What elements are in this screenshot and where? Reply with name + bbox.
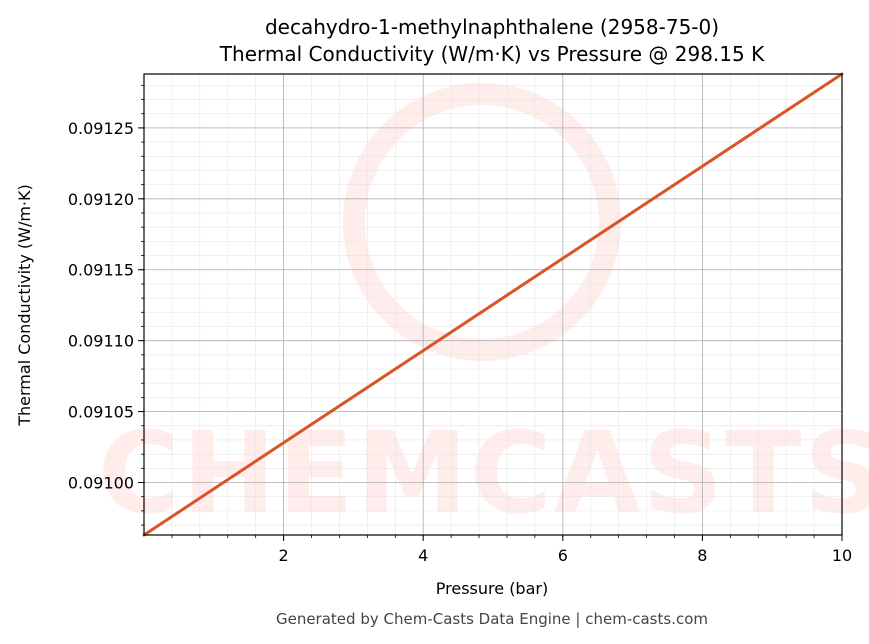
- chemcasts-watermark: CHEMCASTS: [98, 83, 869, 539]
- chart-title: decahydro-1-methylnaphthalene (2958-75-0…: [265, 15, 719, 39]
- series-group: [142, 72, 844, 537]
- chart-subtitle: Thermal Conductivity (W/m·K) vs Pressure…: [219, 42, 765, 66]
- y-axis-label: Thermal Conductivity (W/m·K): [15, 184, 34, 427]
- series-line: [142, 72, 844, 537]
- footer-credit: Generated by Chem-Casts Data Engine | ch…: [276, 610, 708, 628]
- x-axis-ticks: 2 4 6 8 10: [171, 535, 852, 565]
- x-tick-label: 8: [697, 546, 707, 565]
- y-tick-label: 0.09125: [68, 119, 134, 138]
- y-tick-label: 0.09120: [68, 190, 134, 209]
- x-tick-label: 10: [832, 546, 852, 565]
- x-axis-label: Pressure (bar): [436, 579, 548, 598]
- plot-frame: [143, 73, 843, 536]
- x-tick-label: 6: [558, 546, 568, 565]
- y-tick-label: 0.09105: [68, 403, 134, 422]
- y-axis-ticks: 0.09100 0.09105 0.09110 0.09115 0.09120 0.091…: [68, 84, 144, 526]
- y-tick-label: 0.09115: [68, 261, 134, 280]
- x-tick-label: 2: [279, 546, 289, 565]
- watermark-text: CHEMCASTS: [98, 409, 869, 539]
- y-tick-label: 0.09100: [68, 474, 134, 493]
- watermark-logo-ring: [343, 83, 621, 361]
- major-grid: [144, 74, 843, 535]
- y-tick-label: 0.09110: [68, 332, 134, 351]
- x-tick-label: 4: [418, 546, 428, 565]
